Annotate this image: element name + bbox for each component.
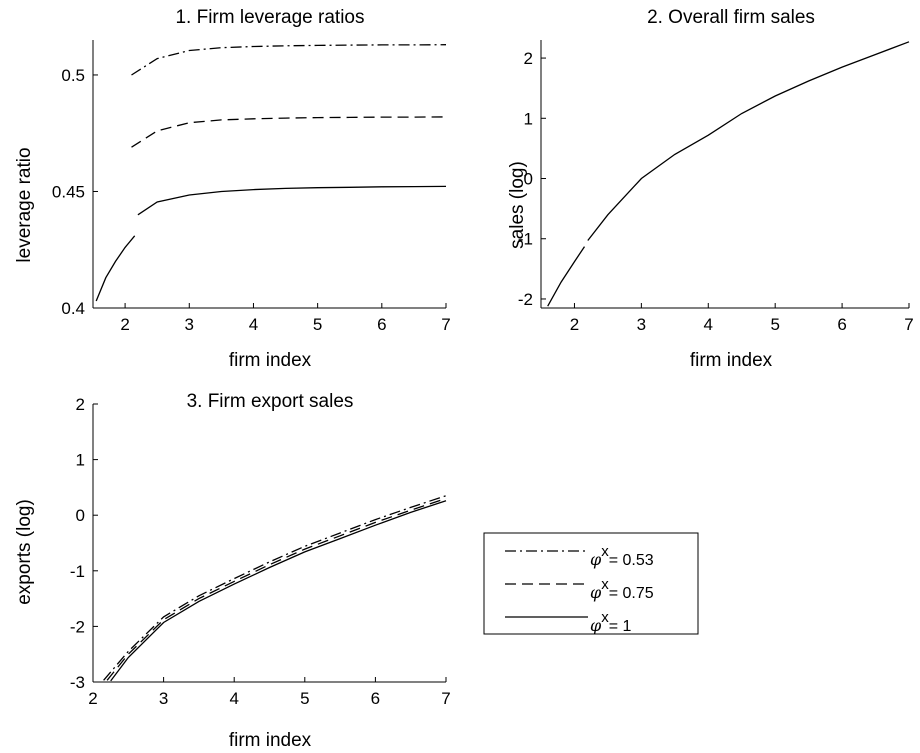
series-line-all — [587, 41, 910, 241]
y-tick-label: 2 — [524, 49, 533, 68]
series-line-phi1 — [95, 235, 136, 302]
x-tick-label: 5 — [770, 315, 779, 334]
axes: 2 3 4 5 6 7 -3 -2 -1 0 1 2 — [70, 395, 451, 708]
y-tick-label: 0.5 — [61, 66, 85, 85]
x-tick-label: 3 — [159, 689, 168, 708]
x-tick-label: 2 — [88, 689, 97, 708]
series-line-phi053 — [103, 495, 447, 681]
legend-label: φx= 0.75 — [590, 576, 654, 602]
x-tick-label: 5 — [313, 315, 322, 334]
y-tick-label: 1 — [524, 109, 533, 128]
y-tick-label: -2 — [518, 290, 533, 309]
legend-label: φx= 0.53 — [590, 543, 654, 569]
x-axis-label: firm index — [690, 350, 773, 371]
series-line-all — [547, 246, 586, 307]
y-axis-label: sales (log) — [507, 161, 528, 249]
series-line-phi1 — [137, 185, 447, 216]
y-tick-label: 0.4 — [61, 299, 85, 318]
x-tick-label: 7 — [441, 689, 450, 708]
series-line-phi075 — [106, 497, 447, 681]
panel-title: 1. Firm leverage ratios — [175, 7, 364, 28]
legend-value: = 0.75 — [609, 585, 654, 602]
x-tick-label: 4 — [704, 315, 713, 334]
y-axis-label: exports (log) — [14, 499, 35, 605]
x-tick-label: 3 — [185, 315, 194, 334]
y-tick-label: -1 — [70, 562, 85, 581]
panel-firm-export-sales: 3. Firm export sales firm index exports … — [14, 391, 451, 751]
panel-title: 3. Firm export sales — [187, 391, 354, 412]
legend-symbol: φ — [590, 616, 602, 635]
legend-superscript: x — [601, 609, 609, 626]
legend-value: = 0.53 — [609, 552, 654, 569]
y-tick-label: -1 — [518, 230, 533, 249]
x-tick-label: 2 — [120, 315, 129, 334]
x-tick-label: 6 — [837, 315, 846, 334]
y-tick-label: 1 — [76, 451, 85, 470]
panel-firm-leverage-ratios: 1. Firm leverage ratios firm index lever… — [14, 7, 451, 371]
axes: 2 3 4 5 6 7 0.4 0.45 0.5 — [52, 40, 451, 334]
axes: 2 3 4 5 6 7 -2 -1 0 1 2 — [518, 40, 914, 334]
series-line-phi075 — [131, 116, 447, 148]
series-line-phi1 — [110, 500, 447, 682]
x-tick-label: 6 — [377, 315, 386, 334]
x-tick-label: 3 — [637, 315, 646, 334]
y-tick-label: 0 — [76, 506, 85, 525]
y-axis-label: leverage ratio — [14, 147, 35, 262]
legend-superscript: x — [601, 543, 609, 560]
x-axis-label: firm index — [229, 350, 312, 371]
y-tick-label: -2 — [70, 617, 85, 636]
legend-value: = 1 — [609, 618, 632, 635]
legend-superscript: x — [601, 576, 609, 593]
x-tick-label: 5 — [300, 689, 309, 708]
panel-title: 2. Overall firm sales — [647, 7, 815, 28]
x-tick-label: 7 — [441, 315, 450, 334]
y-tick-label: -3 — [70, 673, 85, 692]
legend-label: φx= 1 — [590, 609, 631, 635]
y-tick-label: 0.45 — [52, 182, 85, 201]
x-tick-label: 4 — [249, 315, 258, 334]
y-tick-label: 0 — [524, 170, 533, 189]
x-tick-label: 2 — [570, 315, 579, 334]
series-line-phi053 — [131, 44, 447, 76]
legend-symbol: φ — [590, 550, 602, 569]
x-tick-label: 7 — [904, 315, 913, 334]
y-tick-label: 2 — [76, 395, 85, 414]
panel-overall-firm-sales: 2. Overall firm sales firm index sales (… — [507, 7, 914, 371]
legend-symbol: φ — [590, 583, 602, 602]
x-tick-label: 6 — [371, 689, 380, 708]
x-tick-label: 4 — [229, 689, 238, 708]
x-axis-label: firm index — [229, 730, 312, 751]
